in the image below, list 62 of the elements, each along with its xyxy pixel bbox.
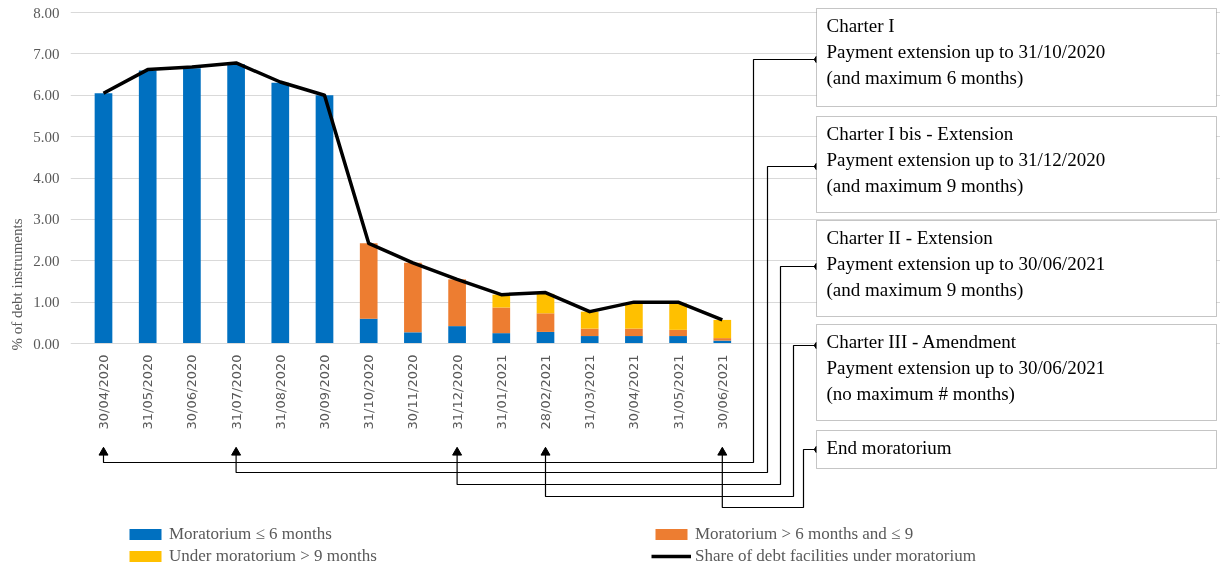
bar: [359, 318, 378, 344]
bar: [227, 64, 245, 344]
y-tick-label: 0.00: [33, 335, 60, 352]
legend-label: Moratorium > 6 months and ≤ 9: [695, 524, 915, 544]
text: Charter II - Extension Payment extension up to 30/06/2021 (and maximum 9 months): [826, 226, 1106, 301]
bar: [536, 313, 555, 332]
x-tick-label: 30/04/2021: [626, 354, 642, 430]
bar: [492, 307, 511, 334]
bar: [580, 328, 599, 337]
x-tick-label: 30/06/2020: [184, 354, 200, 430]
bar: [183, 68, 201, 344]
y-tick-label: 1.00: [33, 294, 60, 311]
x-tick-label: 30/04/2020: [96, 354, 111, 430]
y-tick-label: 8.00: [33, 4, 60, 21]
x-tick-label: 30/11/2020: [405, 354, 421, 430]
bar: [625, 303, 643, 329]
y-axis-title: % of debt instruments: [9, 218, 26, 351]
x-tick-label: 31/08/2020: [272, 354, 288, 430]
bar: [359, 243, 378, 319]
legend-label: Under moratorium > 9 months: [169, 546, 378, 566]
x-tick-label: 30/09/2020: [317, 354, 332, 430]
x-tick-label: 31/03/2021: [582, 354, 598, 430]
bar: [580, 336, 599, 344]
x-tick-label: 31/05/2020: [140, 354, 156, 430]
y-tick-label: 5.00: [33, 128, 60, 145]
x-tick-label: 31/10/2020: [361, 354, 377, 430]
bar: [492, 333, 511, 344]
y-tick-label: 3.00: [33, 211, 60, 228]
bar: [669, 329, 687, 337]
x-tick-label: 31/01/2021: [493, 354, 509, 430]
bar: [713, 319, 732, 339]
bar: [404, 332, 422, 344]
text: Charter III - Amendment Payment extension up to 30/06/2021 (no maximum # months): [826, 330, 1106, 405]
y-tick-label: 6.00: [33, 87, 60, 104]
x-tick-label: 28/02/2021: [538, 354, 553, 430]
bar: [448, 279, 466, 327]
x-tick-label: 31/05/2021: [670, 354, 686, 430]
text: Charter I Payment extension up to 31/10/2020 (and maximum 6 months): [826, 14, 1106, 89]
text: End moratorium: [826, 436, 952, 458]
bar: [580, 311, 599, 329]
x-tick-label: 30/06/2021: [714, 354, 730, 430]
text: Charter I bis - Extension Payment extension up to 31/12/2020 (and maximum 9 months): [826, 122, 1106, 197]
y-tick-label: 2.00: [33, 252, 60, 269]
line-series: [101, 61, 725, 322]
bar: [669, 336, 687, 344]
x-tick-label: 31/07/2020: [228, 354, 244, 430]
bar: [138, 70, 157, 344]
legend-label: Moratorium ≤ 6 months: [169, 524, 333, 544]
bar: [492, 294, 511, 308]
bar: [669, 303, 687, 330]
bar: [625, 328, 643, 337]
bar: [404, 262, 422, 333]
bar: [94, 93, 113, 344]
bar: [448, 326, 466, 344]
bar: [315, 95, 334, 344]
legend-label: Share of debt facilities under moratorium: [695, 546, 977, 566]
y-tick-label: 4.00: [33, 170, 60, 186]
x-tick-label: 31/12/2020: [449, 354, 465, 430]
bar: [271, 82, 290, 344]
bar: [625, 336, 643, 344]
y-tick-label: 7.00: [33, 45, 60, 62]
bar: [536, 331, 555, 344]
